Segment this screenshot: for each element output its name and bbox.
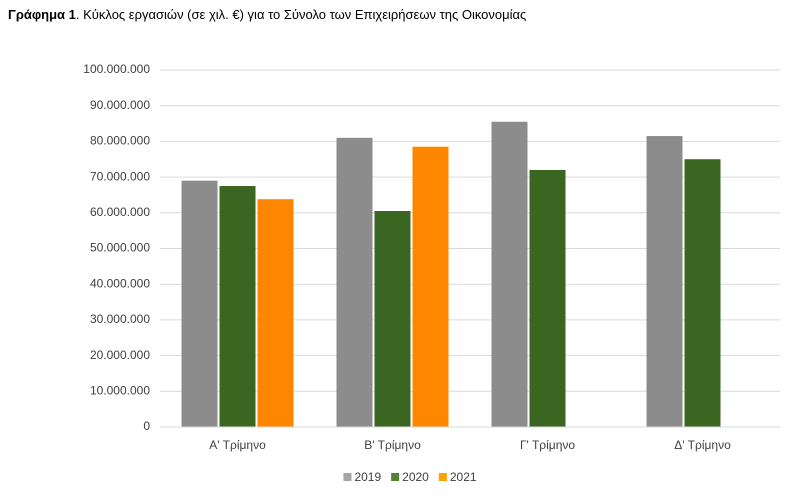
legend-label: 2020	[402, 470, 429, 484]
bar-shade	[257, 199, 294, 427]
legend-label: 2021	[450, 470, 477, 484]
y-tick-label: 100.000.000	[83, 62, 150, 76]
y-tick-label: 60.000.000	[90, 205, 150, 219]
legend: 2019 2020 2021	[343, 470, 477, 484]
x-tick-label: Β' Τρίμηνο	[364, 438, 421, 452]
bar-shade	[529, 169, 566, 427]
legend-label: 2019	[354, 470, 381, 484]
x-tick-label: Δ' Τρίμηνο	[674, 438, 731, 452]
y-tick-label: 70.000.000	[90, 169, 150, 183]
y-tick-label: 10.000.000	[90, 383, 150, 397]
y-tick-label: 40.000.000	[90, 276, 150, 290]
y-tick-label: 80.000.000	[90, 134, 150, 148]
legend-swatch	[438, 473, 447, 481]
bar-shade	[181, 180, 218, 427]
y-tick-label: 20.000.000	[90, 348, 150, 362]
bar-shade	[646, 136, 683, 428]
bar-shade	[336, 137, 373, 427]
bar-shade	[374, 211, 411, 427]
legend-swatch	[343, 473, 352, 481]
title-text: . Κύκλος εργασιών (σε χιλ. €) για το Σύν…	[76, 7, 526, 22]
bar-shade	[412, 146, 449, 427]
chart-title: Γράφημα 1. Κύκλος εργασιών (σε χιλ. €) γ…	[8, 7, 526, 22]
y-tick-label: 90.000.000	[90, 98, 150, 112]
x-tick-label: Α' Τρίμηνο	[209, 438, 266, 452]
y-tick-label: 30.000.000	[90, 312, 150, 326]
bar-shade	[684, 159, 721, 427]
x-tick-label: Γ' Τρίμηνο	[520, 438, 575, 452]
bar-shade	[491, 121, 528, 427]
bar-shade	[219, 186, 256, 427]
y-tick-label: 0	[143, 419, 150, 433]
y-tick-label: 50.000.000	[90, 241, 150, 255]
figure-label: Γράφημα 1	[8, 7, 76, 22]
legend-swatch	[391, 473, 400, 481]
